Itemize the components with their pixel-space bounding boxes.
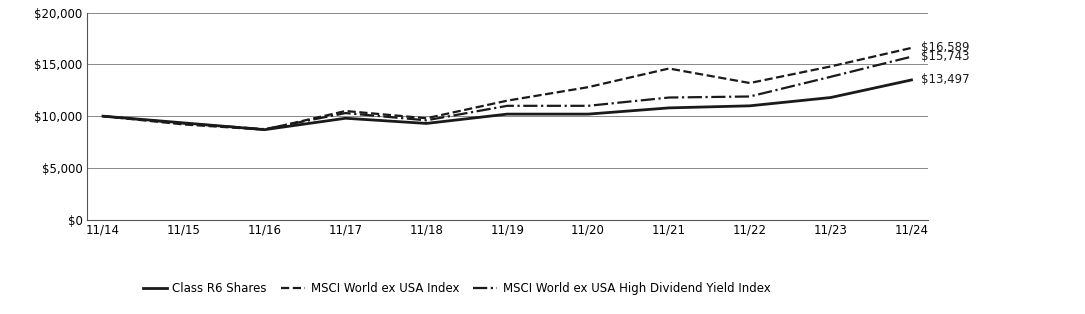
Text: $16,589: $16,589 (921, 41, 970, 54)
Text: $15,743: $15,743 (921, 50, 970, 63)
Text: $13,497: $13,497 (921, 73, 970, 86)
Legend: Class R6 Shares, MSCI World ex USA Index, MSCI World ex USA High Dividend Yield : Class R6 Shares, MSCI World ex USA Index… (138, 278, 776, 300)
